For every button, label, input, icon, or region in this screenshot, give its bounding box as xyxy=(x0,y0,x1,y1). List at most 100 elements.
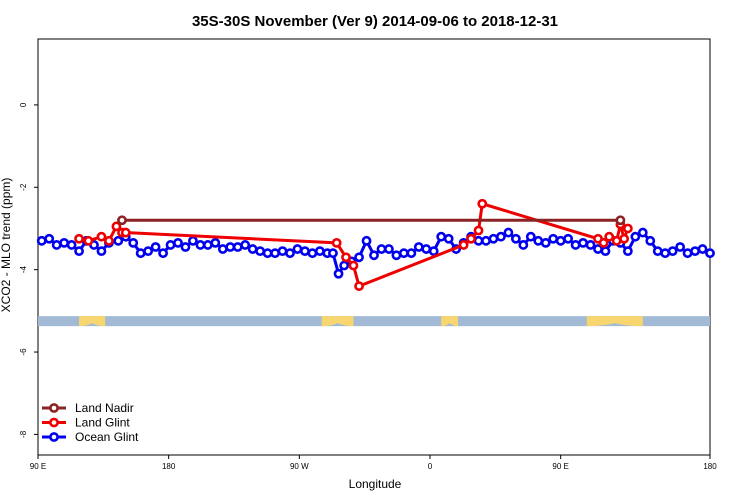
data-point xyxy=(682,248,693,259)
data-point xyxy=(578,237,588,248)
data-point xyxy=(525,231,536,242)
legend-swatch-marker xyxy=(49,417,59,428)
series-land-nadir xyxy=(117,215,626,226)
legend-label: Ocean Glint xyxy=(75,430,139,444)
data-point xyxy=(188,235,198,246)
data-point xyxy=(307,248,318,259)
land-segment xyxy=(321,316,354,327)
data-point xyxy=(690,246,700,257)
data-point xyxy=(339,260,350,271)
data-point xyxy=(473,235,484,246)
legend-swatch-marker xyxy=(49,403,59,413)
land-segment xyxy=(79,316,106,327)
data-point xyxy=(83,235,94,246)
data-point xyxy=(135,248,146,259)
data-point xyxy=(285,248,295,259)
legend-swatch-marker xyxy=(49,432,59,442)
y-tick-label: -6 xyxy=(19,348,28,356)
data-point xyxy=(111,221,122,232)
data-point xyxy=(113,235,124,246)
data-point xyxy=(143,246,154,257)
data-point xyxy=(247,244,258,254)
legend-item: Ocean Glint xyxy=(42,430,139,444)
data-point xyxy=(180,242,191,252)
x-axis: 90 E 180 90 W 0 90 E 180 xyxy=(30,455,717,471)
y-axis: 0 -2 -4 -6 -8 xyxy=(19,102,38,438)
x-tick-label: 90 E xyxy=(552,462,568,471)
y-tick-label: 0 xyxy=(19,102,28,107)
data-point xyxy=(622,246,633,257)
data-point xyxy=(96,231,107,242)
data-point xyxy=(314,246,325,257)
data-point xyxy=(262,248,273,259)
x-tick-label: 90 E xyxy=(30,462,46,471)
data-point xyxy=(120,227,131,238)
data-point xyxy=(210,237,221,248)
data-point xyxy=(477,198,488,209)
data-point xyxy=(300,246,310,257)
data-point xyxy=(540,237,551,248)
data-point xyxy=(232,242,243,252)
land-segment xyxy=(586,316,643,327)
data-point xyxy=(240,240,251,250)
data-point xyxy=(518,240,529,250)
land-segment xyxy=(441,316,458,327)
data-point xyxy=(496,231,506,242)
data-point xyxy=(51,240,62,250)
data-point xyxy=(413,242,424,252)
data-point xyxy=(570,240,581,250)
data-point xyxy=(391,250,402,261)
legend-item: Land Nadir xyxy=(42,401,134,415)
data-point xyxy=(705,248,715,259)
data-point xyxy=(384,244,394,254)
data-point xyxy=(195,240,206,250)
data-point xyxy=(128,237,139,248)
legend-label: Land Glint xyxy=(75,416,130,430)
data-point xyxy=(615,215,626,226)
series-layer xyxy=(36,198,715,292)
data-point xyxy=(630,231,641,242)
data-point xyxy=(333,268,344,279)
data-point xyxy=(428,246,439,257)
data-point xyxy=(436,231,447,242)
y-tick-label: -4 xyxy=(19,266,28,274)
data-point xyxy=(277,246,288,257)
data-point xyxy=(421,244,432,254)
data-point xyxy=(328,248,338,259)
data-point xyxy=(354,281,364,292)
data-point xyxy=(555,235,566,246)
data-point xyxy=(697,244,708,254)
x-tick-label: 180 xyxy=(162,462,176,471)
data-point xyxy=(44,233,55,244)
data-point xyxy=(619,233,630,244)
data-point xyxy=(331,237,342,248)
data-point xyxy=(585,240,596,250)
data-point xyxy=(36,235,47,246)
data-point xyxy=(348,260,359,271)
data-point xyxy=(292,244,303,254)
legend-label: Land Nadir xyxy=(75,401,134,415)
data-point xyxy=(458,240,469,250)
data-point xyxy=(150,242,161,252)
data-point xyxy=(270,248,280,259)
data-point xyxy=(255,246,266,257)
data-point xyxy=(59,237,70,248)
data-point xyxy=(74,233,84,244)
data-point xyxy=(398,248,409,259)
data-point xyxy=(481,235,491,246)
data-point xyxy=(117,215,127,226)
data-point xyxy=(369,250,379,261)
data-point xyxy=(66,240,77,250)
data-point xyxy=(96,246,107,257)
data-point xyxy=(563,233,574,244)
data-point xyxy=(376,244,387,254)
data-point xyxy=(488,233,499,244)
y-tick-label: -8 xyxy=(19,430,28,438)
y-tick-label: -2 xyxy=(19,183,28,191)
data-point xyxy=(637,227,648,238)
data-point xyxy=(354,252,364,263)
data-point xyxy=(74,246,84,257)
data-point xyxy=(667,246,678,257)
x-tick-label: 0 xyxy=(428,462,433,471)
